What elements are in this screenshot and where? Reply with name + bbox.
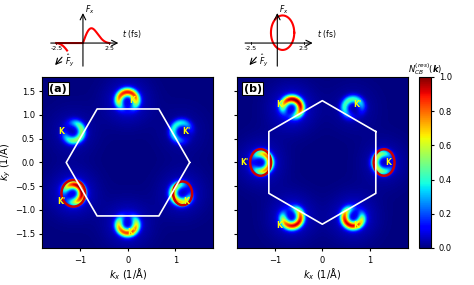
Text: K': K' bbox=[353, 221, 361, 230]
Text: (a): (a) bbox=[49, 84, 67, 94]
Text: $F_x$: $F_x$ bbox=[279, 3, 289, 16]
Title: $N_{CB}^{(res)}(\boldsymbol{k})$: $N_{CB}^{(res)}(\boldsymbol{k})$ bbox=[408, 61, 443, 77]
Text: K': K' bbox=[182, 127, 191, 136]
Text: K: K bbox=[277, 221, 283, 230]
Text: K': K' bbox=[128, 228, 136, 237]
Text: K: K bbox=[385, 158, 391, 167]
Text: $\hat{F}_y$: $\hat{F}_y$ bbox=[65, 52, 74, 69]
Text: K: K bbox=[183, 198, 189, 206]
Text: K: K bbox=[59, 127, 64, 136]
Text: $t$ (fs): $t$ (fs) bbox=[122, 28, 142, 40]
Text: K': K' bbox=[240, 158, 248, 167]
Text: K': K' bbox=[353, 99, 361, 109]
Text: -2.5: -2.5 bbox=[245, 46, 257, 51]
Text: K': K' bbox=[57, 198, 65, 206]
Text: $F_x$: $F_x$ bbox=[84, 3, 94, 16]
Text: -2.5: -2.5 bbox=[50, 46, 63, 51]
Text: K: K bbox=[277, 99, 283, 109]
Y-axis label: $k_y$ (1/Å): $k_y$ (1/Å) bbox=[0, 143, 13, 182]
Text: 2.5: 2.5 bbox=[299, 46, 309, 51]
Text: 2.5: 2.5 bbox=[105, 46, 114, 51]
X-axis label: $k_x$ (1/Å): $k_x$ (1/Å) bbox=[109, 266, 147, 282]
Text: $\hat{F}_y$: $\hat{F}_y$ bbox=[259, 52, 269, 69]
Text: K: K bbox=[129, 96, 135, 105]
Text: (b): (b) bbox=[244, 84, 262, 94]
X-axis label: $k_x$ (1/Å): $k_x$ (1/Å) bbox=[303, 266, 341, 282]
Text: $t$ (fs): $t$ (fs) bbox=[317, 28, 336, 40]
